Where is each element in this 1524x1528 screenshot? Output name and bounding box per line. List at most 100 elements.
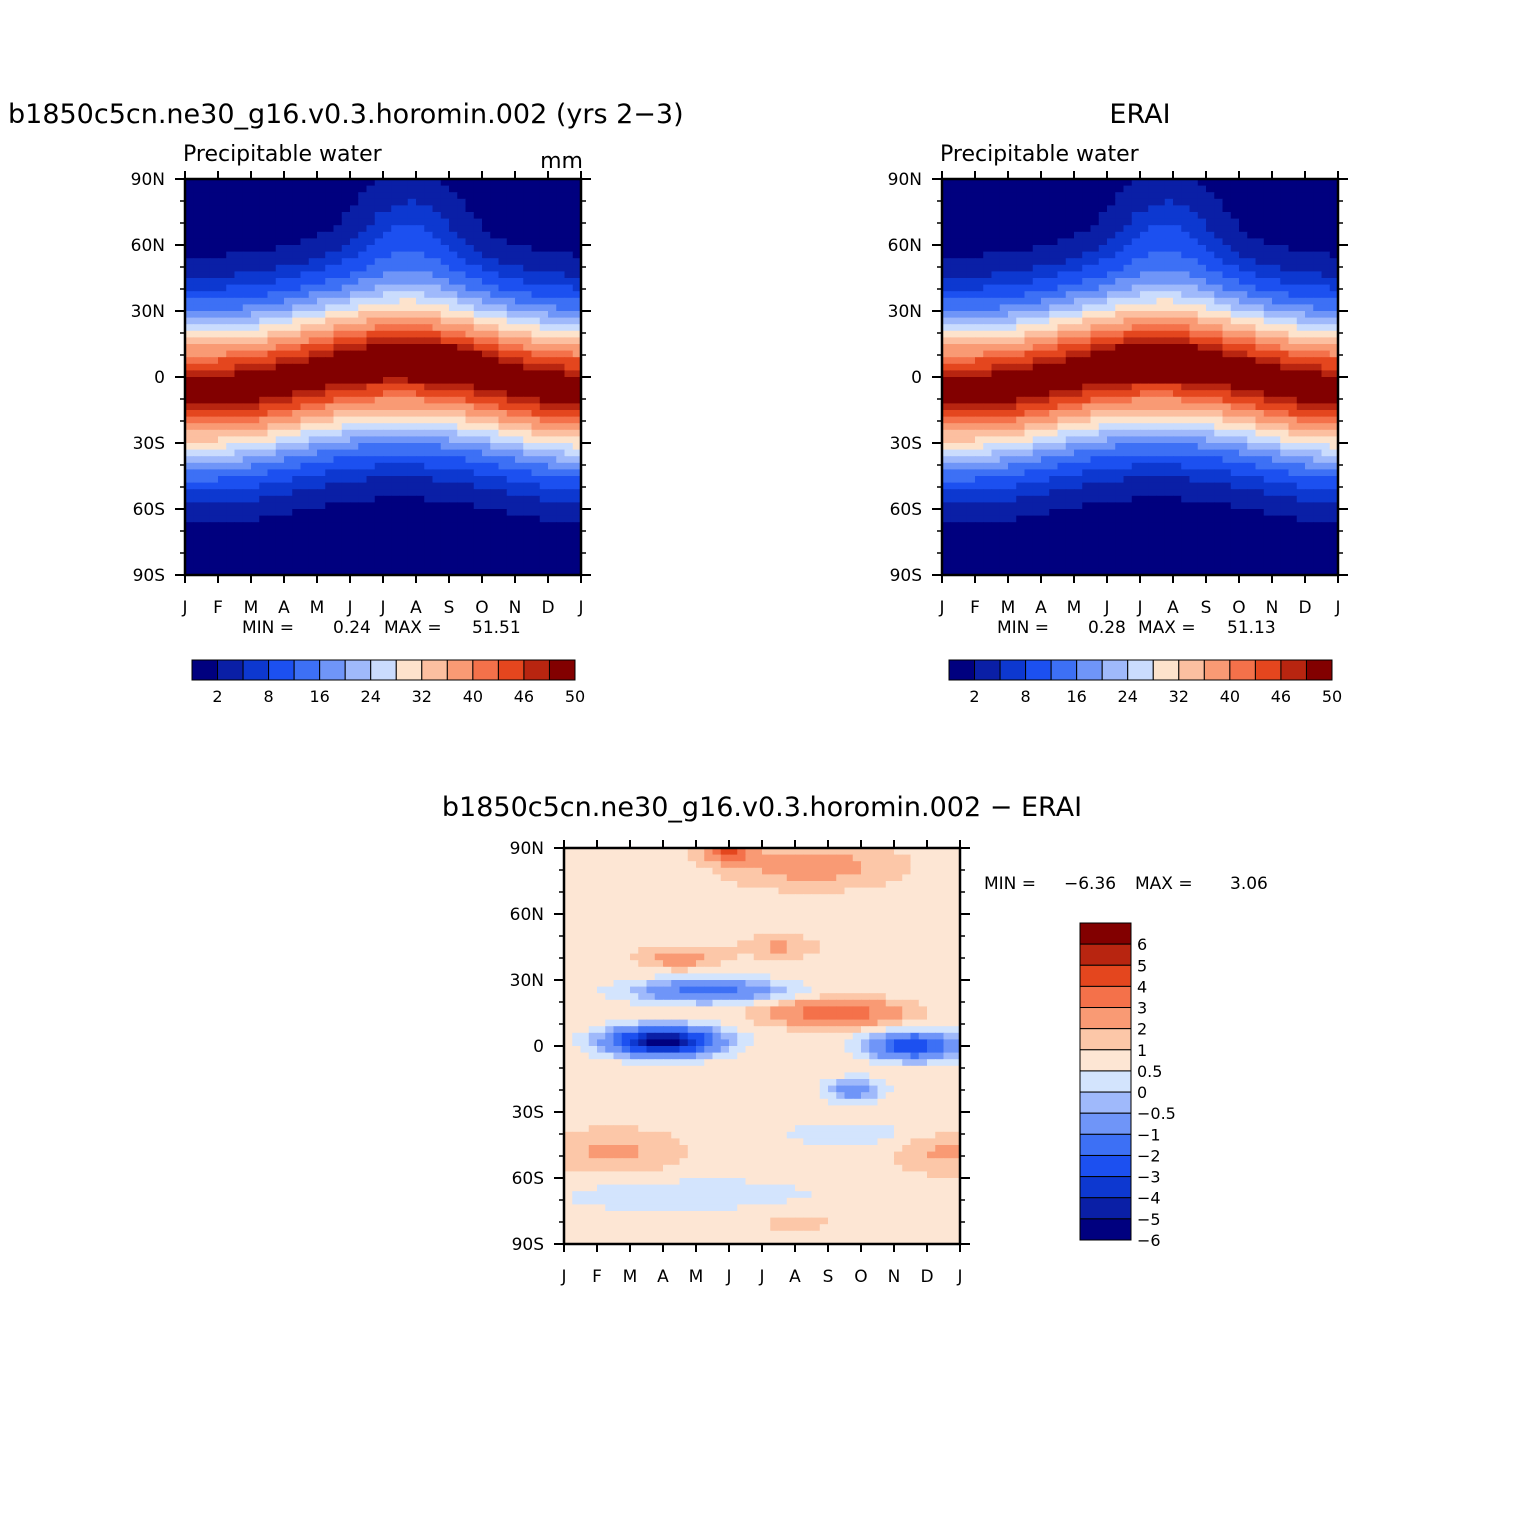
heatmap-cell [284,469,293,476]
heatmap-cell [1058,252,1067,259]
heatmap-cell [950,311,959,318]
heatmap-cell [1107,324,1116,331]
heatmap-cell [235,291,244,298]
heatmap-cell [490,304,499,311]
heatmap-cell [499,331,508,338]
heatmap-cell [276,555,285,562]
heatmap-cell [202,232,211,239]
heatmap-cell [416,258,425,265]
heatmap-cell [959,351,968,358]
heatmap-cell [499,225,508,232]
heatmap-cell [523,225,532,232]
heatmap-cell [523,271,532,278]
heatmap-cell [301,529,310,536]
heatmap-cell [507,542,516,549]
heatmap-cell [342,390,351,397]
heatmap-cell [375,351,384,358]
heatmap-cell [1305,278,1314,285]
heatmap-cell [251,304,260,311]
heatmap-cell [416,357,425,364]
heatmap-cell [367,219,376,226]
heatmap-cell [1115,258,1124,265]
heatmap-cell [1206,443,1215,450]
heatmap-cell [1058,304,1067,311]
heatmap-cell [1206,364,1215,371]
heatmap-cell [301,252,310,259]
heatmap-cell [1173,436,1182,443]
heatmap-cell [1247,245,1256,252]
heatmap-cell [375,529,384,536]
heatmap-cell [1140,212,1149,219]
heatmap-cell [1256,430,1265,437]
heatmap-cell [210,469,219,476]
heatmap-cell [1016,430,1025,437]
heatmap-cell [1008,357,1017,364]
heatmap-cell [1000,318,1009,325]
heatmap-cell [235,430,244,437]
heatmap-cell [1000,423,1009,430]
heatmap-cell [1256,351,1265,358]
heatmap-cell [334,522,343,529]
heatmap-cell [490,186,499,193]
heatmap-cell [1033,298,1042,305]
heatmap-cell [1198,377,1207,384]
heatmap-cell [185,384,194,391]
heatmap-cell [292,443,301,450]
heatmap-cell [218,271,227,278]
heatmap-cell [358,456,367,463]
heatmap-cell [301,271,310,278]
heatmap-cell [424,555,433,562]
heatmap-cell [1041,337,1050,344]
heatmap-cell [565,298,574,305]
heatmap-cell [202,225,211,232]
heatmap-cell [342,535,351,542]
heatmap-cell [942,344,951,351]
heatmap-cell [350,516,359,523]
heatmap-cell [556,522,565,529]
heatmap-cell [367,516,376,523]
heatmap-cell [408,390,417,397]
heatmap-cell [1214,344,1223,351]
heatmap-cell [482,351,491,358]
heatmap-cell [424,278,433,285]
heatmap-cell [1239,384,1248,391]
heatmap-cell [309,318,318,325]
heatmap-cell [1132,278,1141,285]
heatmap-cell [466,562,475,569]
heatmap-cell [532,410,541,417]
heatmap-cell [391,337,400,344]
heatmap-cell [391,509,400,516]
heatmap-cell [185,199,194,206]
heatmap-cell [1025,258,1034,265]
heatmap-cell [1148,225,1157,232]
heatmap-cell [1264,265,1273,272]
heatmap-cell [1272,271,1281,278]
heatmap-cell [1074,291,1083,298]
heatmap-cell [317,364,326,371]
heatmap-cell [342,265,351,272]
heatmap-cell [433,199,442,206]
heatmap-cell [523,370,532,377]
heatmap-cell [210,324,219,331]
heatmap-cell [1206,265,1215,272]
heatmap-cell [1140,318,1149,325]
heatmap-cell [975,417,984,424]
heatmap-cell [1190,443,1199,450]
heatmap-cell [259,252,268,259]
heatmap-cell [1091,304,1100,311]
heatmap-cell [251,271,260,278]
heatmap-cell [259,502,268,509]
heatmap-cell [548,403,557,410]
heatmap-cell [342,430,351,437]
heatmap-cell [1066,331,1075,338]
heatmap-cell [983,364,992,371]
heatmap-cell [1132,212,1141,219]
heatmap-cell [284,509,293,516]
heatmap-cell [1000,186,1009,193]
heatmap-cell [1066,410,1075,417]
heatmap-cell [1165,219,1174,226]
heatmap-cell [243,278,252,285]
heatmap-cell [1223,430,1232,437]
heatmap-cell [1322,370,1331,377]
heatmap-cell [358,232,367,239]
